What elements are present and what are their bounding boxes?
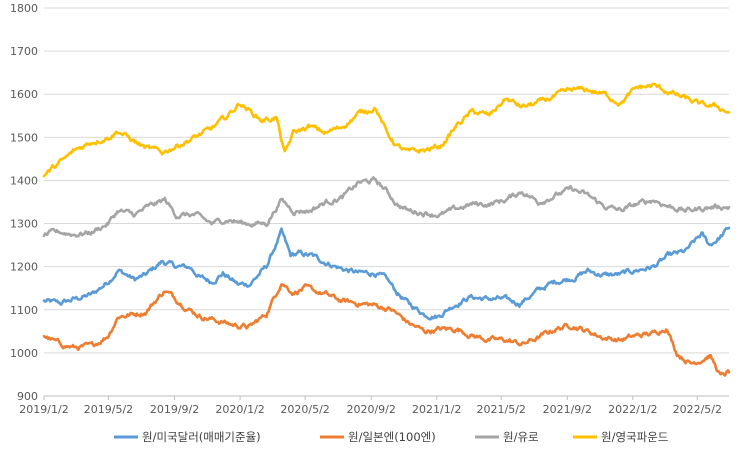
y-tick-label: 900 [17,390,38,403]
x-tick-label: 2022/1/2 [608,403,657,416]
y-tick-label: 1700 [10,45,38,58]
legend-label: 원/일본엔(100엔) [348,430,436,444]
series-line-1 [42,283,731,377]
x-tick-label: 2022/5/2 [673,403,722,416]
x-tick-label: 2020/9/2 [346,403,395,416]
y-tick-label: 1400 [10,174,38,187]
series-line-3 [42,82,731,178]
x-tick-label: 2019/9/2 [150,403,199,416]
series-line-2 [42,176,731,238]
y-tick-label: 1300 [10,218,38,231]
y-tick-label: 1000 [10,347,38,360]
y-tick-label: 1100 [10,304,38,317]
series-lines [42,82,731,377]
x-tick-label: 2019/1/2 [19,403,68,416]
x-tick-label: 2021/1/2 [412,403,461,416]
legend-label: 원/유로 [503,430,539,444]
legend-label: 원/미국달러(매매기준율) [142,430,261,444]
legend: 원/미국달러(매매기준율) 원/일본엔(100엔) 원/유로 원/영국파운드 [114,430,668,444]
x-tick-label: 2021/5/2 [477,403,526,416]
x-axis-tick-labels: 2019/1/2 2019/5/2 2019/9/2 2020/1/2 2020/5/2… [19,396,722,416]
x-tick-label: 2020/1/2 [215,403,264,416]
legend-label: 원/영국파운드 [601,430,668,444]
x-tick-label: 2019/5/2 [84,403,133,416]
y-axis-tick-labels: 900 1000 1100 1200 1300 1400 1500 1600 1700 1800 [10,2,38,403]
y-tick-label: 1200 [10,261,38,274]
y-tick-label: 1600 [10,88,38,101]
x-tick-label: 2021/9/2 [543,403,592,416]
series-line-0 [42,226,731,321]
y-tick-label: 1800 [10,2,38,15]
x-tick-label: 2020/5/2 [280,403,329,416]
y-tick-label: 1500 [10,131,38,144]
